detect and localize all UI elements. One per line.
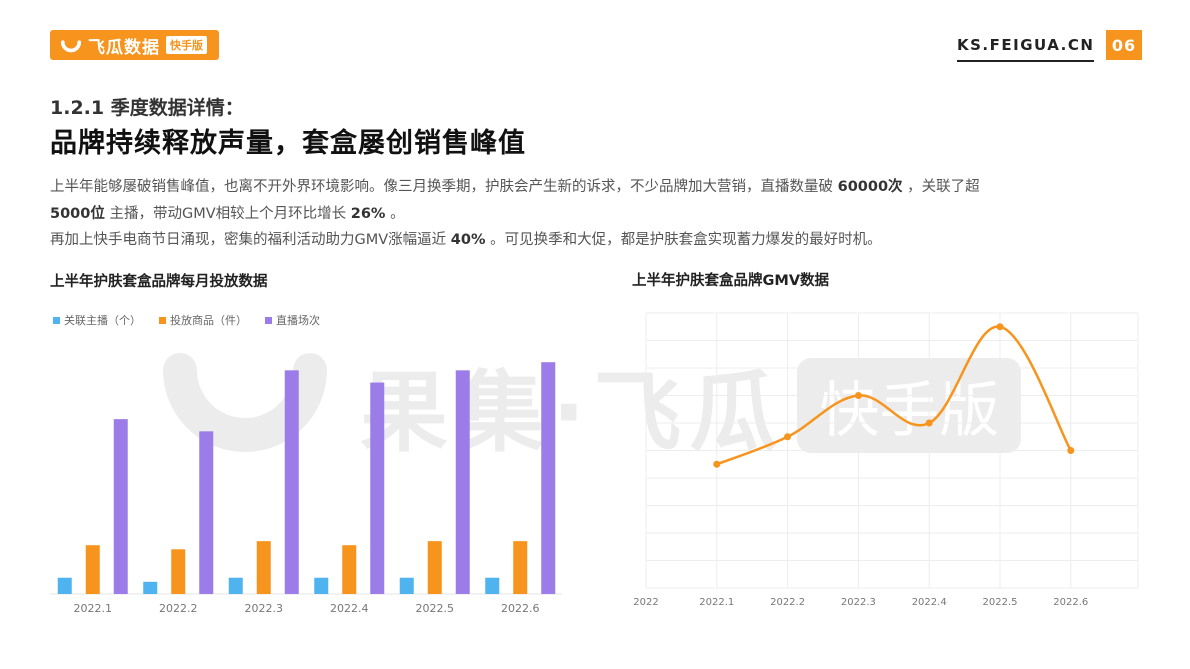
bar [513,541,528,594]
legend-swatch [159,316,166,324]
bar-chart-title: 上半年护肤套盒品牌每月投放数据 [50,274,268,290]
highlight-number: 60000次 [837,179,903,195]
site-url[interactable]: KS.FEIGUA.CN [957,36,1095,62]
legend-swatch [53,316,60,324]
x-tick-label: 2022.6 [501,602,540,615]
legend-item: 直播场次 [265,312,320,328]
x-tick-label: 2022.4 [912,597,947,608]
section-label: 1.2.1 季度数据详情： [50,97,244,119]
data-point [784,433,792,441]
x-tick-label: 2022.5 [416,602,455,615]
bar [314,577,329,594]
data-point [713,460,721,468]
body-text-segment: 。 [390,205,405,222]
bar [228,577,243,594]
legend-item: 投放商品（件） [159,312,247,328]
page-title: 品牌持续释放声量，套盒屡创销售峰值 [50,128,526,159]
line-chart-title: 上半年护肤套盒品牌GMV数据 [632,273,830,289]
x-tick-label: 2022.1 [699,597,734,608]
highlight-number: 5000位 [50,205,105,222]
legend-label: 关联主播（个） [64,314,141,327]
x-tick-label: 2022.3 [245,602,284,615]
bar [370,382,385,594]
x-tick-label: 2022.6 [1053,597,1088,608]
bar [455,370,470,594]
page-number: 06 [1106,30,1142,60]
bar-chart: 2022.1 2022.2 2022.3 2022.4 2022.5 2022.6 [50,362,562,615]
bar [284,370,299,594]
body-text-segment: ，关联了超 [907,179,980,195]
bar [143,581,158,594]
melon-logo-icon [60,40,82,53]
bar [57,577,72,594]
bar [256,541,271,594]
x-tick-label: 2022.3 [841,597,876,608]
bar [485,577,500,594]
legend-label: 投放商品（件） [170,314,247,327]
body-paragraph: 上半年能够屡破销售峰值，也离不开外界环境影响。像三月换季期，护肤会产生新的诉求，… [50,174,1145,254]
highlight-number: 26% [350,205,386,222]
bar [85,545,100,594]
bar [171,549,186,594]
bar [113,419,128,594]
legend-swatch [265,316,272,324]
data-point [1067,447,1075,454]
data-point [854,392,862,399]
legend-item: 关联主播（个） [53,312,141,328]
legend-label: 直播场次 [276,314,320,327]
bar-chart-legend: 关联主播（个） 投放商品（件） 直播场次 [53,312,320,328]
x-tick-label: 2022.2 [159,602,198,615]
bar [399,577,414,594]
data-point [925,419,933,427]
data-point [996,323,1004,331]
bar [199,431,214,594]
x-tick-label: 2022.2 [770,597,805,608]
bar [541,362,556,594]
x-tick-label: 2022 [633,597,658,608]
body-text-segment: 。可见换季和大促，都是护肤套盒实现蓄力爆发的最好时机。 [490,232,882,248]
x-tick-label: 2022.4 [330,602,369,615]
body-text-segment: 上半年能够屡破销售峰值，也离不开外界环境影响。像三月换季期，护肤会产生新的诉求，… [50,179,833,195]
body-text-segment: 再加上快手电商节日涌现，密集的福利活动助力GMV涨幅逼近 [50,232,447,248]
highlight-number: 40% [450,232,486,248]
line-chart: 2022 2022.1 2022.2 2022.3 2022.4 2022.5 2022.6 [633,312,1139,608]
logo-badge: 快手版 [166,36,207,54]
logo-text: 飞瓜数据 [88,37,160,58]
body-text-segment: 主播，带动GMV相较上个月环比增长 [109,205,347,222]
x-tick-label: 2022.1 [74,602,113,615]
bar [427,541,442,594]
brand-logo: 飞瓜数据 快手版 [50,30,219,60]
x-tick-label: 2022.5 [983,597,1018,608]
bar [342,545,357,594]
